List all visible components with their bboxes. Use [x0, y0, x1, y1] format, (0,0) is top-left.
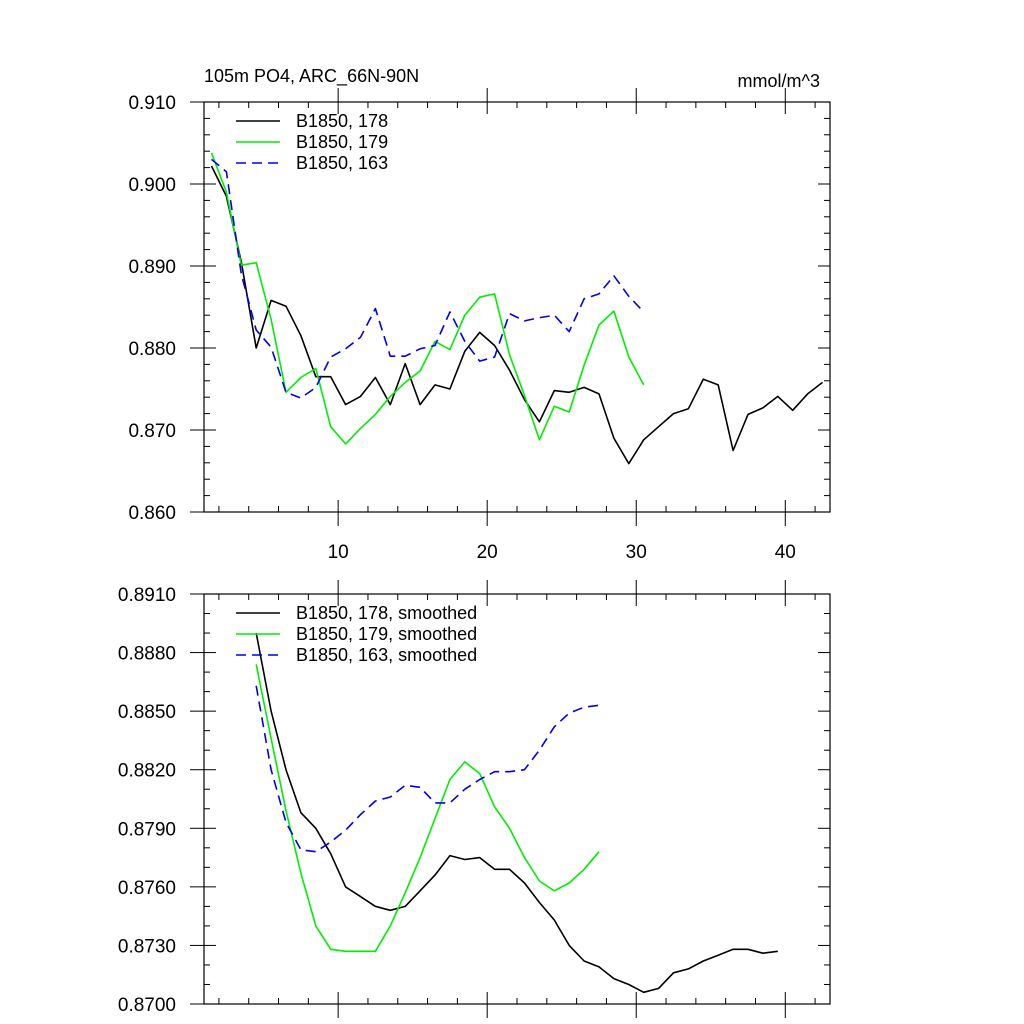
bottom-y-tick-label: 0.8790	[118, 819, 176, 840]
top-x-tick-label: 20	[477, 542, 498, 563]
top-y-tick-label: 0.870	[128, 421, 176, 442]
top-legend-label-3: B1850, 163	[296, 153, 388, 173]
bottom-legend-label-3: B1850, 163, smoothed	[296, 645, 477, 665]
top-y-tick-label: 0.910	[128, 93, 176, 114]
top-series-line-3	[210, 158, 645, 399]
top-x-tick-label: 40	[775, 542, 796, 563]
bottom-series-line-2	[255, 664, 600, 953]
bottom-y-tick-label: 0.8910	[118, 585, 176, 606]
top-legend-label-1: B1850, 178	[296, 111, 388, 131]
bottom-panel-series	[255, 632, 778, 994]
top-x-tick-label: 30	[626, 542, 647, 563]
bottom-y-tick-label: 0.8760	[118, 878, 176, 899]
top-legend-label-2: B1850, 179	[296, 132, 388, 152]
bottom-y-tick-label: 0.8730	[118, 936, 176, 957]
top-y-tick-label: 0.880	[128, 339, 176, 360]
top-y-tick-label: 0.860	[128, 503, 176, 524]
bottom-panel-ticks: 0.8700 0.8730 0.8760 0.8790 0.8820 0.8850 0.88…	[118, 580, 830, 1018]
top-series-line-1	[210, 165, 823, 465]
bottom-y-tick-label: 0.8820	[118, 761, 176, 782]
top-y-tick-label: 0.900	[128, 175, 176, 196]
top-panel-series	[210, 152, 823, 465]
top-panel-title: 105m PO4, ARC_66N-90N	[204, 66, 419, 87]
bottom-panel: 0.8700 0.8730 0.8760 0.8790 0.8820 0.8850 0.88…	[118, 580, 831, 1018]
top-y-tick-label: 0.890	[128, 257, 176, 278]
bottom-legend-label-1: B1850, 178, smoothed	[296, 603, 477, 623]
bottom-y-tick-label: 0.8700	[118, 995, 176, 1016]
bottom-y-tick-label: 0.8880	[118, 644, 176, 665]
bottom-legend-label-2: B1850, 179, smoothed	[296, 624, 477, 644]
bottom-series-line-3	[255, 685, 600, 853]
top-series-line-2	[210, 152, 645, 445]
bottom-series-line-1	[255, 632, 778, 994]
top-panel-ticks: 0.860 0.870 0.880 0.890 0.900 0.910 10 20 30 40	[128, 88, 830, 563]
top-x-tick-label: 10	[328, 542, 349, 563]
bottom-y-tick-label: 0.8850	[118, 702, 176, 723]
top-panel: 105m PO4, ARC_66N-90N mmol/m^3 0.860 0.87…	[128, 66, 831, 563]
top-panel-units: mmol/m^3	[738, 71, 820, 91]
